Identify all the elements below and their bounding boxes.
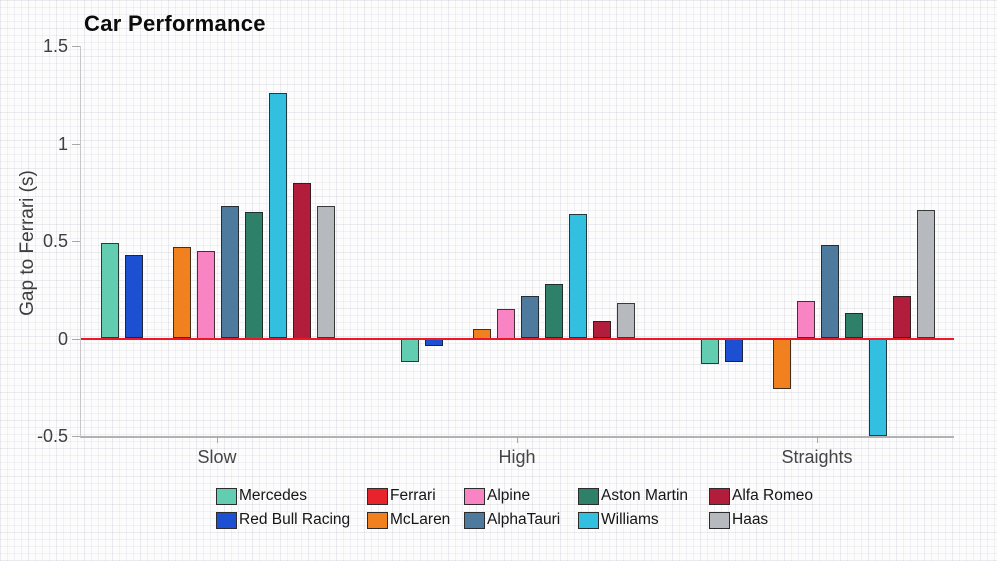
y-tick-label: -0.5 [36, 426, 68, 446]
bar-aston-martin-slow[interactable] [245, 211, 263, 339]
bar-mercedes-slow[interactable] [101, 242, 119, 339]
bar-mercedes-high[interactable] [401, 338, 419, 362]
bar-alphatauri-slow[interactable] [221, 205, 239, 339]
legend-item-mercedes[interactable]: Mercedes [216, 487, 367, 505]
y-tick-mark [72, 46, 80, 47]
bar-alfa-romeo-high[interactable] [593, 320, 611, 339]
bar-red-bull-racing-high[interactable] [425, 338, 443, 347]
bar-red-bull-racing-straights[interactable] [725, 338, 743, 362]
legend-label: Alpine [487, 487, 531, 504]
bar-williams-high[interactable] [569, 213, 587, 339]
bar-group-high [401, 46, 635, 436]
legend-item-williams[interactable]: Williams [578, 511, 709, 529]
y-tick-label: 1 [57, 133, 68, 154]
legend-item-alphatauri[interactable]: AlphaTauri [464, 511, 578, 529]
y-tick-mark [72, 338, 80, 340]
y-tick-mark [72, 241, 80, 242]
bar-williams-slow[interactable] [269, 92, 287, 339]
bar-group-slow [101, 46, 335, 436]
legend-label: McLaren [390, 511, 451, 528]
zero-reference-line [81, 337, 954, 340]
legend-label: Haas [732, 511, 769, 528]
legend-swatch [464, 511, 485, 529]
y-tick-mark [72, 436, 80, 437]
bar-red-bull-racing-slow[interactable] [125, 254, 143, 339]
legend-label: AlphaTauri [487, 511, 561, 528]
legend-swatch [367, 487, 388, 505]
chart-title: Car Performance [84, 11, 266, 36]
bar-alpine-slow[interactable] [197, 250, 215, 339]
legend-label: Ferrari [390, 487, 436, 504]
x-category-label-high: High [498, 447, 536, 467]
bar-aston-martin-straights[interactable] [845, 313, 863, 339]
bar-alfa-romeo-straights[interactable] [893, 295, 911, 339]
bar-alpine-straights[interactable] [797, 301, 815, 339]
x-category-label-straights: Straights [781, 447, 853, 467]
bar-haas-straights[interactable] [917, 209, 935, 339]
bar-haas-slow[interactable] [317, 205, 335, 339]
legend: Mercedes Ferrari Alpine Aston Martin Alfa Ro… [216, 487, 813, 529]
legend-label: Red Bull Racing [239, 511, 351, 528]
bar-mclaren-straights[interactable] [773, 338, 791, 390]
legend-item-aston-martin[interactable]: Aston Martin [578, 487, 709, 505]
bar-group-straights [701, 46, 935, 436]
legend-swatch [709, 487, 730, 505]
legend-label: Aston Martin [601, 487, 689, 504]
legend-swatch [464, 487, 485, 505]
bar-mercedes-straights[interactable] [701, 338, 719, 364]
bar-aston-martin-high[interactable] [545, 283, 563, 339]
bar-alphatauri-high[interactable] [521, 295, 539, 339]
bar-haas-high[interactable] [617, 303, 635, 339]
y-tick-label: 1.5 [42, 36, 68, 56]
bar-alfa-romeo-slow[interactable] [293, 182, 311, 339]
y-tick-label: 0 [57, 328, 68, 349]
plot-area [80, 46, 954, 438]
y-tick-mark [72, 143, 80, 145]
legend-swatch [367, 511, 388, 529]
legend-item-haas[interactable]: Haas [709, 511, 813, 529]
legend-swatch [578, 487, 599, 505]
legend-swatch [216, 487, 237, 505]
legend-item-mclaren[interactable]: McLaren [367, 511, 464, 529]
legend-item-alfa-romeo[interactable]: Alfa Romeo [709, 487, 813, 505]
legend-item-alpine[interactable]: Alpine [464, 487, 578, 505]
legend-swatch [578, 511, 599, 529]
y-tick-label: 0.5 [42, 231, 68, 251]
legend-swatch [709, 511, 730, 529]
legend-item-ferrari[interactable]: Ferrari [367, 487, 464, 505]
bar-mclaren-slow[interactable] [173, 246, 191, 339]
bar-williams-straights[interactable] [869, 338, 887, 436]
bar-alpine-high[interactable] [497, 309, 515, 339]
bar-alphatauri-straights[interactable] [821, 244, 839, 339]
legend-label: Mercedes [239, 487, 308, 504]
x-tick-mark [817, 436, 818, 443]
legend-swatch [216, 511, 237, 529]
legend-label: Alfa Romeo [732, 487, 813, 504]
x-tick-mark [517, 436, 518, 443]
legend-item-red-bull-racing[interactable]: Red Bull Racing [216, 511, 367, 529]
x-tick-mark [217, 436, 218, 443]
legend-label: Williams [601, 511, 659, 528]
x-category-label-slow: Slow [197, 447, 237, 467]
